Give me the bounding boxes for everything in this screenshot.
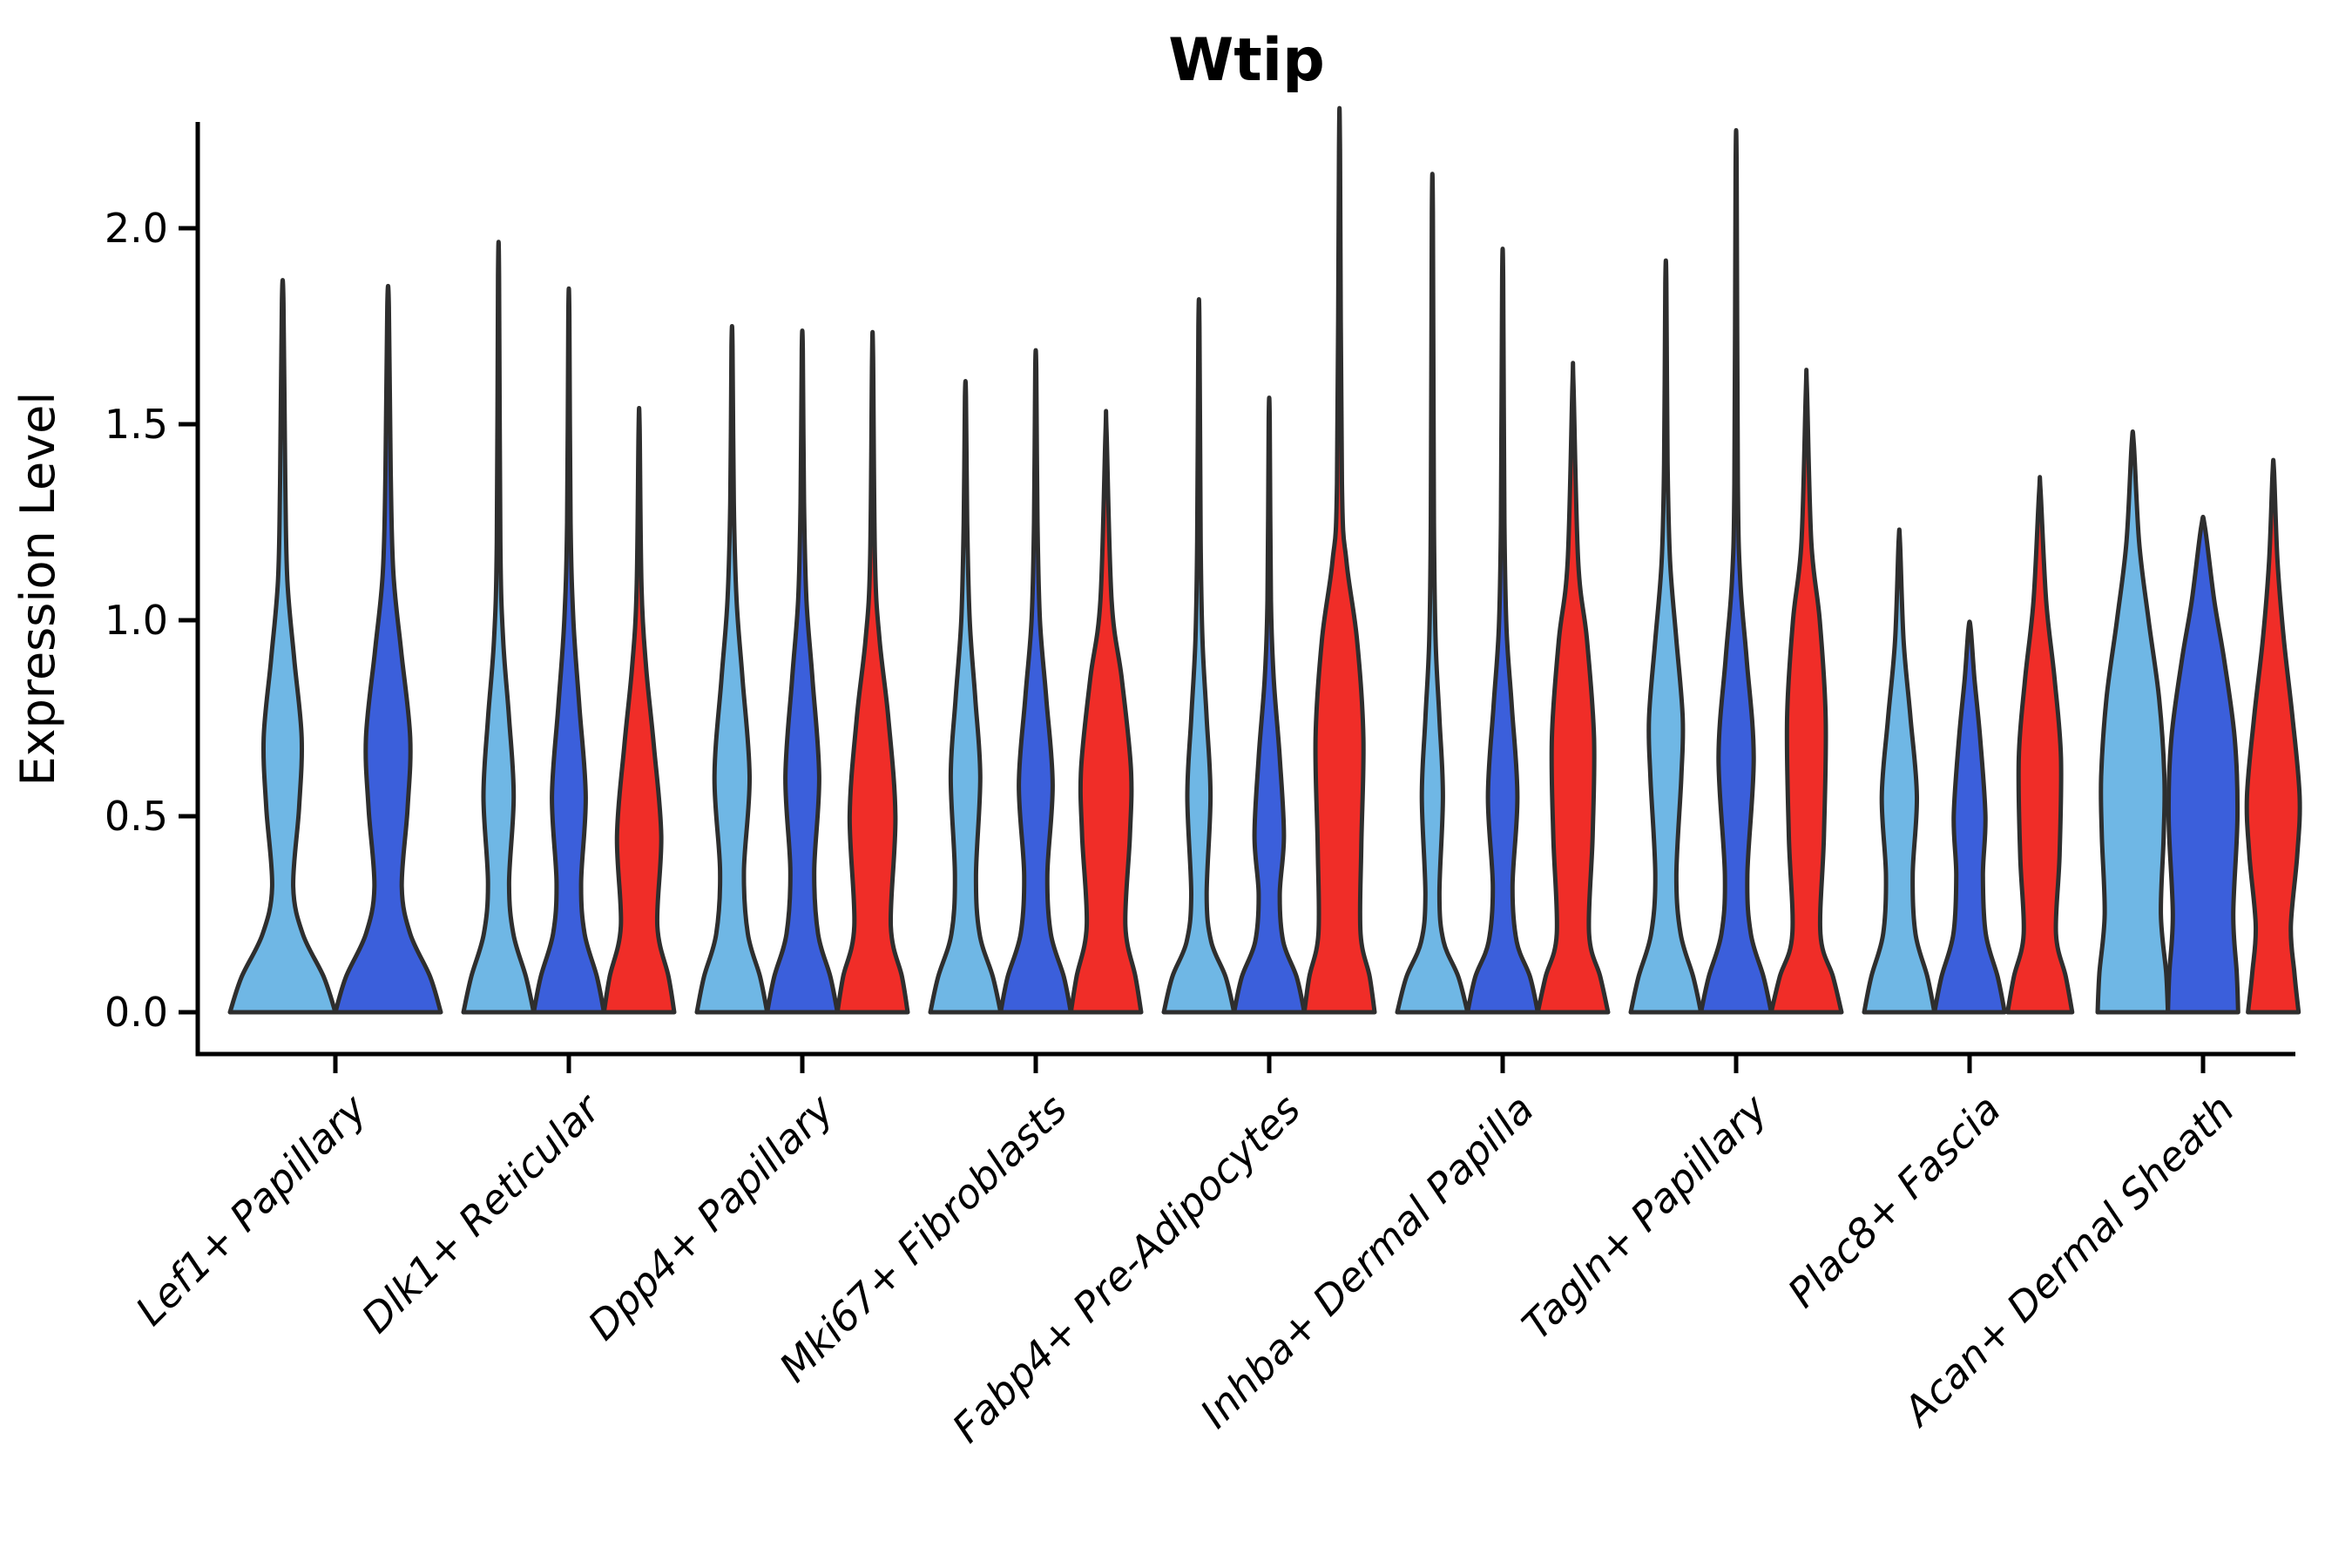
x-tick-label-tagln-papillary: Tagln+ Papillary <box>1513 1085 1777 1348</box>
violin-dpp4-papillary-red <box>835 330 910 1015</box>
violin-mki67-fibroblasts-red <box>1068 409 1144 1015</box>
violin-lef1-papillary-light_blue <box>227 278 338 1015</box>
violin-inhba-dermal-papilla-dark_blue <box>1465 247 1540 1015</box>
y-axis-label: Expression Level <box>10 392 65 787</box>
violin-dlk1-reticular-dark_blue <box>531 287 606 1015</box>
chart-title: Wtip <box>1168 26 1325 95</box>
y-tick-label: 0.0 <box>105 989 168 1036</box>
y-tick-label: 2.0 <box>105 205 168 252</box>
violin-plac8-fascia-dark_blue <box>1932 619 2007 1015</box>
violin-dlk1-reticular-light_blue <box>461 240 537 1015</box>
violin-inhba-dermal-papilla-light_blue <box>1395 172 1470 1015</box>
violin-acan-dermal-sheath-light_blue <box>2095 429 2171 1015</box>
violin-acan-dermal-sheath-red <box>2244 457 2302 1015</box>
y-tick-label: 1.5 <box>105 401 168 448</box>
violin-dpp4-papillary-dark_blue <box>765 328 840 1015</box>
violin-plac8-fascia-red <box>2005 475 2075 1015</box>
violin-lef1-papillary-dark_blue <box>333 283 443 1015</box>
y-tick-label: 0.5 <box>105 793 168 840</box>
violin-mki67-fibroblasts-light_blue <box>928 379 1004 1015</box>
violin-dlk1-reticular-red <box>601 405 677 1015</box>
violin-tagln-papillary-red <box>1768 368 1844 1015</box>
violin-fabp4-pre-adipocytes-light_blue <box>1161 297 1237 1015</box>
x-tick-label-lef1-papillary: Lef1+ Papillary <box>126 1085 375 1334</box>
violin-tagln-papillary-light_blue <box>1628 258 1704 1015</box>
violin-fabp4-pre-adipocytes-dark_blue <box>1232 395 1307 1015</box>
violin-mki67-fibroblasts-dark_blue <box>998 348 1073 1015</box>
x-tick-label-plac8-fascia: Plac8+ Fascia <box>1779 1085 2010 1316</box>
violin-fabp4-pre-adipocytes-red <box>1301 105 1377 1015</box>
y-tick-label: 1.0 <box>105 597 168 644</box>
x-tick-label-dpp4-papillary: Dpp4+ Papillary <box>578 1085 842 1348</box>
violin-inhba-dermal-papilla-red <box>1535 361 1611 1015</box>
violin-acan-dermal-sheath-dark_blue <box>2166 514 2240 1015</box>
x-tick-label-dlk1-reticular: Dlk1+ Reticular <box>352 1084 611 1342</box>
violin-dpp4-papillary-light_blue <box>694 324 770 1015</box>
violin-tagln-papillary-dark_blue <box>1699 128 1774 1015</box>
violin-plac8-fascia-light_blue <box>1862 527 1937 1015</box>
